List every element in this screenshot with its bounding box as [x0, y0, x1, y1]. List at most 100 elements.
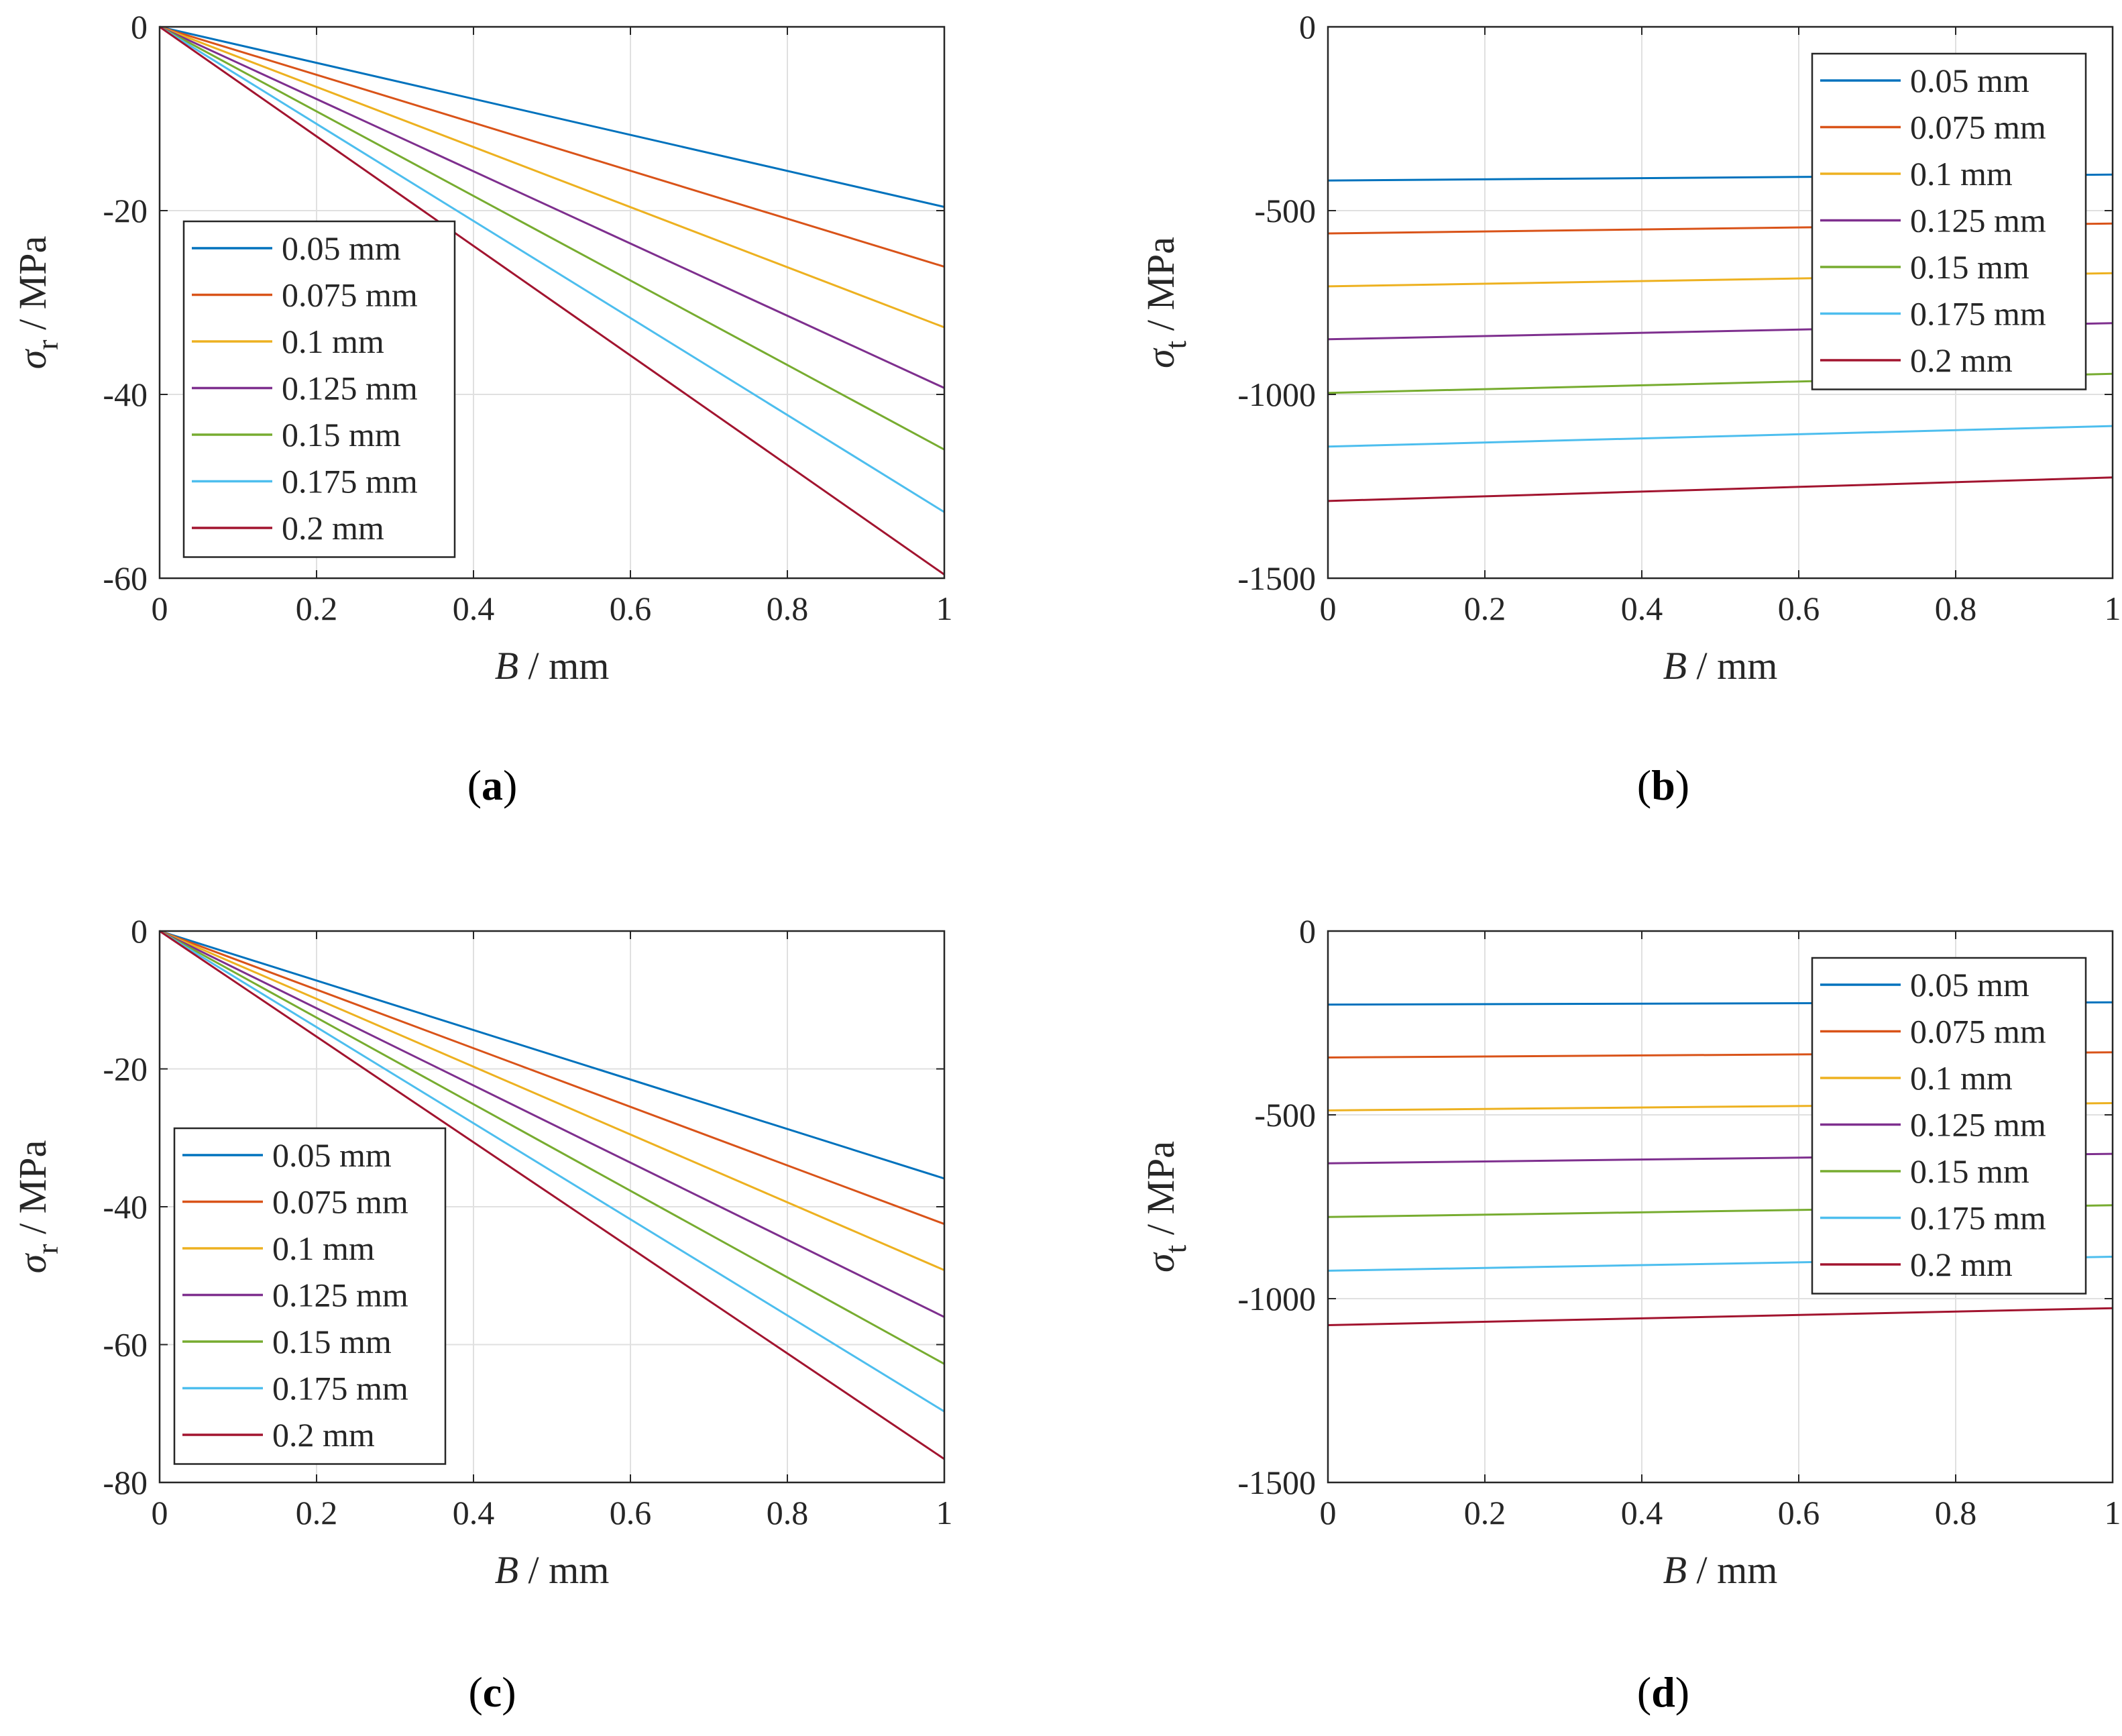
x-tick-label: 0	[1320, 590, 1337, 627]
y-tick-label: -20	[103, 192, 148, 229]
y-tick-label: 0	[131, 912, 148, 950]
legend: 0.05 mm 0.075 mm 0.1 mm 0.125 mm 0.15 mm 0.17…	[1811, 52, 2087, 390]
series-line-0.125-mm	[159, 25, 945, 389]
x-tick-label: 0.8	[1935, 1494, 1977, 1531]
x-tick-label: 0.2	[1464, 590, 1506, 627]
legend-label: 0.15 mm	[1910, 1152, 2029, 1190]
legend: 0.05 mm 0.075 mm 0.1 mm 0.125 mm 0.15 mm 0.17…	[173, 1127, 447, 1465]
series-line-0.15-mm	[159, 930, 945, 1365]
panel-caption-close: )	[1675, 761, 1689, 809]
legend-label: 0.1 mm	[272, 1230, 375, 1267]
y-axis-label-unit: / MPa	[1139, 1141, 1182, 1245]
y-axis-label-subscript: t	[1158, 1244, 1192, 1253]
y-axis-label-symbol: σ	[1139, 1252, 1182, 1272]
series-line-0.175-mm	[159, 25, 945, 513]
y-axis-label: σr / MPa	[11, 1140, 64, 1274]
legend-label: 0.075 mm	[1910, 109, 2046, 146]
panel-caption: (d)	[1637, 1668, 1689, 1716]
legend-label: 0.125 mm	[1910, 1106, 2046, 1144]
x-tick-label: 0.8	[1935, 590, 1977, 627]
legend-label: 0.175 mm	[272, 1370, 408, 1407]
series-line-0.2-mm	[1327, 1307, 2113, 1326]
y-axis-label-subscript: r	[30, 1244, 64, 1254]
panel-caption-letter: a	[482, 761, 503, 809]
y-axis-label-symbol: σ	[11, 1252, 54, 1273]
y-axis-label-symbol: σ	[11, 348, 54, 369]
y-tick-label: -1500	[1237, 559, 1316, 597]
legend-label: 0.125 mm	[272, 1277, 408, 1314]
panel-caption-close: )	[502, 1668, 516, 1716]
legend: 0.05 mm 0.075 mm 0.1 mm 0.125 mm 0.15 mm 0.17…	[1811, 957, 2087, 1295]
series-line-0.05-mm	[159, 25, 945, 208]
x-axis-label: B / mm	[495, 644, 610, 688]
panel-caption-open: (	[1637, 1668, 1651, 1716]
x-tick-label: 0.6	[610, 590, 652, 627]
legend-label: 0.075 mm	[272, 1183, 408, 1221]
x-axis-label-variable: B	[495, 644, 518, 688]
x-tick-label: 0.2	[296, 1494, 338, 1531]
x-tick-label: 1	[936, 1494, 953, 1531]
panel-caption-letter: d	[1651, 1668, 1675, 1716]
y-tick-label: -500	[1254, 192, 1316, 229]
x-tick-label: 1	[2105, 590, 2121, 627]
series-line-0.075-mm	[159, 25, 945, 268]
y-tick-label: -60	[103, 1326, 148, 1364]
x-tick-label: 0.4	[1621, 1494, 1663, 1531]
chart-panel-b: 0 0.2 0.4 0.6 0.8 1 0 -500 -1000 -1500 B / mm σt / …	[1139, 8, 2121, 809]
y-tick-label: -40	[103, 1188, 148, 1226]
legend-label: 0.075 mm	[1910, 1013, 2046, 1050]
y-tick-label: -1000	[1237, 1280, 1316, 1317]
x-tick-label: 0.6	[1778, 1494, 1820, 1531]
panel-caption-open: (	[1637, 761, 1651, 809]
x-axis-label: B / mm	[1663, 1548, 1778, 1592]
x-tick-label: 0.8	[767, 1494, 809, 1531]
x-tick-label: 0	[152, 1494, 168, 1531]
x-tick-label: 0.6	[1778, 590, 1820, 627]
series-line-0.1-mm	[159, 25, 945, 329]
panel-caption-letter: b	[1651, 761, 1675, 809]
x-tick-label: 0.6	[610, 1494, 652, 1531]
y-tick-label: 0	[1299, 912, 1316, 950]
series-line-0.2-mm	[159, 930, 945, 1460]
series-line-0.2-mm	[159, 25, 945, 576]
x-axis-label-unit: / mm	[1687, 1548, 1777, 1592]
axes-box	[1327, 25, 2114, 580]
legend-label: 0.05 mm	[1910, 62, 2029, 99]
x-tick-label: 0	[152, 590, 168, 627]
panel-caption-close: )	[503, 761, 517, 809]
legend-label: 0.2 mm	[282, 509, 384, 547]
legend-label: 0.125 mm	[1910, 202, 2046, 239]
y-axis-label-subscript: t	[1158, 340, 1192, 349]
legend-label: 0.2 mm	[1910, 1246, 2013, 1283]
panel-caption-close: )	[1675, 1668, 1689, 1716]
panel-caption: (c)	[468, 1668, 516, 1716]
legend-label: 0.05 mm	[272, 1136, 392, 1174]
legend-label: 0.1 mm	[1910, 155, 2013, 193]
y-tick-label: -40	[103, 376, 148, 413]
series-line-0.125-mm	[159, 930, 945, 1318]
legend-label: 0.1 mm	[282, 323, 384, 360]
x-axis-label-unit: / mm	[518, 1548, 609, 1592]
legend-label: 0.1 mm	[1910, 1059, 2013, 1097]
axes-box	[158, 25, 946, 580]
y-axis-label-unit: / MPa	[11, 1140, 54, 1244]
legend-label: 0.125 mm	[282, 370, 418, 407]
series-line-0.05-mm	[159, 930, 945, 1180]
series-line-0.2-mm	[1327, 476, 2113, 502]
chart-panel-c: 0 0.2 0.4 0.6 0.8 1 0 -20 -40 -60 -80 B / mm σr / MP…	[11, 912, 953, 1716]
x-tick-label: 0.4	[453, 1494, 495, 1531]
x-axis-label-variable: B	[1663, 644, 1687, 688]
y-tick-label: -500	[1254, 1096, 1316, 1134]
y-axis-label-unit: / MPa	[1139, 237, 1182, 341]
x-axis-label-variable: B	[495, 1548, 518, 1592]
y-tick-label: -1000	[1237, 376, 1316, 413]
series-line-0.075-mm	[159, 930, 945, 1226]
y-tick-label: -20	[103, 1050, 148, 1088]
x-tick-label: 0.2	[1464, 1494, 1506, 1531]
y-tick-label: -80	[103, 1464, 148, 1501]
legend-label: 0.15 mm	[1910, 248, 2029, 286]
panel-caption: (b)	[1637, 761, 1689, 809]
y-tick-label: 0	[1299, 8, 1316, 46]
panel-caption-letter: c	[483, 1668, 502, 1716]
